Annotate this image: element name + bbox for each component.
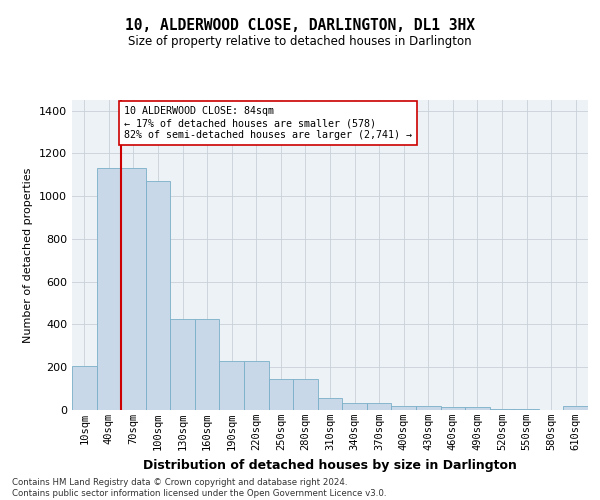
Bar (97, 168, 121, 410)
Text: Contains HM Land Registry data © Crown copyright and database right 2024.
Contai: Contains HM Land Registry data © Crown c… (12, 478, 386, 498)
Text: 10, ALDERWOOD CLOSE, DARLINGTON, DL1 3HX: 10, ALDERWOOD CLOSE, DARLINGTON, DL1 3HX (125, 18, 475, 32)
Bar (342, 402, 367, 410)
Bar (416, 406, 440, 410)
Bar (514, 409, 539, 410)
Bar (170, 319, 195, 410)
Bar (465, 407, 490, 410)
Bar (563, 406, 588, 410)
Bar (269, 379, 293, 410)
Text: Size of property relative to detached houses in Darlington: Size of property relative to detached ho… (128, 34, 472, 48)
Bar (293, 379, 318, 410)
Y-axis label: Number of detached properties: Number of detached properties (23, 168, 34, 342)
Bar (121, 168, 146, 410)
Bar (318, 398, 342, 410)
Bar (391, 406, 416, 410)
Bar (146, 181, 170, 410)
Bar (220, 361, 244, 410)
Bar (490, 409, 514, 410)
Bar (244, 361, 269, 410)
Bar (367, 402, 391, 410)
X-axis label: Distribution of detached houses by size in Darlington: Distribution of detached houses by size … (143, 458, 517, 471)
Bar (72, 366, 97, 410)
Bar (195, 319, 220, 410)
Text: 10 ALDERWOOD CLOSE: 84sqm
← 17% of detached houses are smaller (578)
82% of semi: 10 ALDERWOOD CLOSE: 84sqm ← 17% of detac… (124, 106, 412, 140)
Bar (440, 407, 465, 410)
